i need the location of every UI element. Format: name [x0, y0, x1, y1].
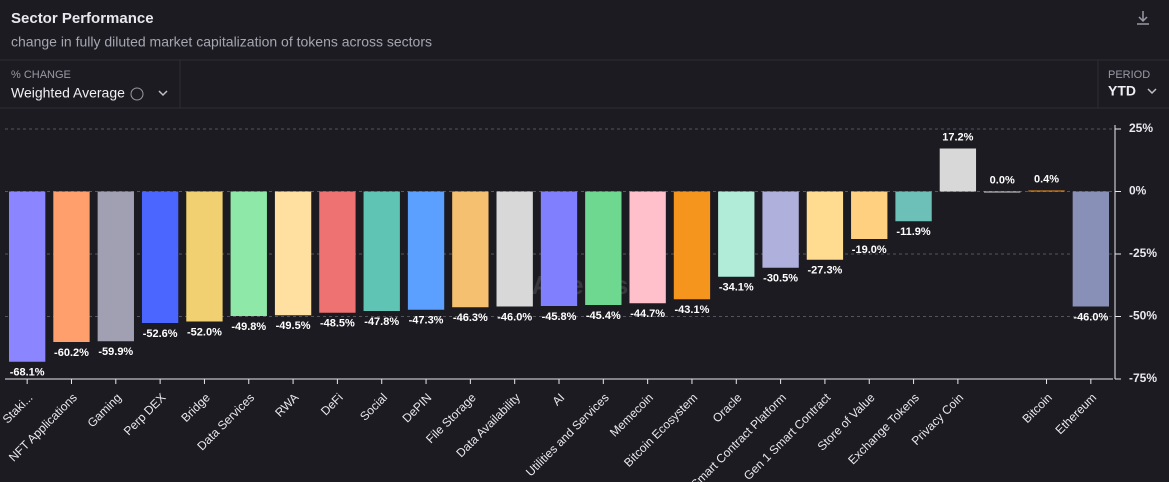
value-label: -19.0%: [852, 244, 887, 256]
value-label: -45.8%: [542, 311, 577, 323]
y-tick-label: -75%: [1129, 371, 1157, 385]
y-tick-label: -50%: [1129, 309, 1157, 323]
chevron: [1147, 88, 1157, 95]
value-label: -48.5%: [320, 318, 355, 330]
value-label: 17.2%: [942, 131, 973, 143]
y-tick-label: 0%: [1129, 184, 1147, 198]
bar: [673, 191, 711, 300]
bar: [939, 148, 977, 192]
y-tick-label: -25%: [1129, 246, 1157, 260]
bar: [895, 191, 932, 222]
value-label: -44.7%: [630, 308, 665, 320]
bar: [851, 191, 888, 239]
value-label: -45.4%: [586, 310, 621, 322]
bar: [1072, 191, 1110, 307]
bar: [718, 191, 755, 277]
value-label: -60.2%: [54, 347, 89, 359]
bar: [762, 191, 799, 268]
value-label: -34.1%: [719, 282, 754, 294]
title: Sector Performance: [11, 10, 154, 27]
value-label: -59.9%: [98, 346, 133, 358]
value-label: -68.1%: [10, 367, 45, 379]
bar: [274, 191, 312, 316]
bar: [806, 191, 844, 260]
value-label: -47.3%: [409, 315, 444, 327]
period-value: YTD: [1108, 83, 1136, 99]
value-label: -46.0%: [497, 311, 532, 323]
value-label: -27.3%: [807, 265, 842, 277]
bar: [8, 191, 46, 362]
bar: [363, 191, 400, 311]
period-label: PERIOD: [1108, 69, 1150, 81]
chevron: [158, 90, 168, 97]
bar: [585, 191, 622, 305]
bar: [407, 191, 445, 310]
info-icon: [130, 87, 144, 101]
bar: [319, 191, 356, 313]
subtitle: change in fully diluted market capitaliz…: [11, 34, 432, 50]
bar: [496, 191, 533, 307]
bar: [141, 191, 179, 323]
bar: [53, 191, 90, 342]
period-selector[interactable]: PERIOD YTD: [1108, 69, 1157, 99]
bar: [629, 191, 666, 304]
bar: [97, 191, 134, 342]
bar: [186, 191, 223, 322]
value-label: -11.9%: [896, 226, 930, 238]
metric-label: % CHANGE: [11, 69, 71, 81]
bar: [452, 191, 489, 308]
value-label: -49.5%: [276, 320, 311, 332]
bar: [1028, 190, 1065, 192]
value-label: -52.0%: [187, 326, 222, 338]
value-label: -30.5%: [763, 273, 798, 285]
value-label: -52.6%: [143, 328, 178, 340]
value-label: 0.0%: [990, 174, 1015, 186]
y-tick-label: 25%: [1129, 121, 1153, 135]
value-label: -47.8%: [364, 316, 399, 328]
value-label: -46.3%: [453, 312, 488, 324]
value-label: -46.0%: [1073, 311, 1108, 323]
metric-value: Weighted Average: [11, 85, 125, 101]
bar: [230, 191, 267, 316]
value-label: -43.1%: [675, 304, 710, 316]
download-button[interactable]: [1137, 11, 1149, 25]
bar: [540, 191, 578, 306]
metric-selector[interactable]: % CHANGE Weighted Average: [11, 69, 168, 101]
bar: [984, 191, 1021, 193]
value-label: 0.4%: [1034, 173, 1059, 185]
value-label: -49.8%: [231, 321, 266, 333]
